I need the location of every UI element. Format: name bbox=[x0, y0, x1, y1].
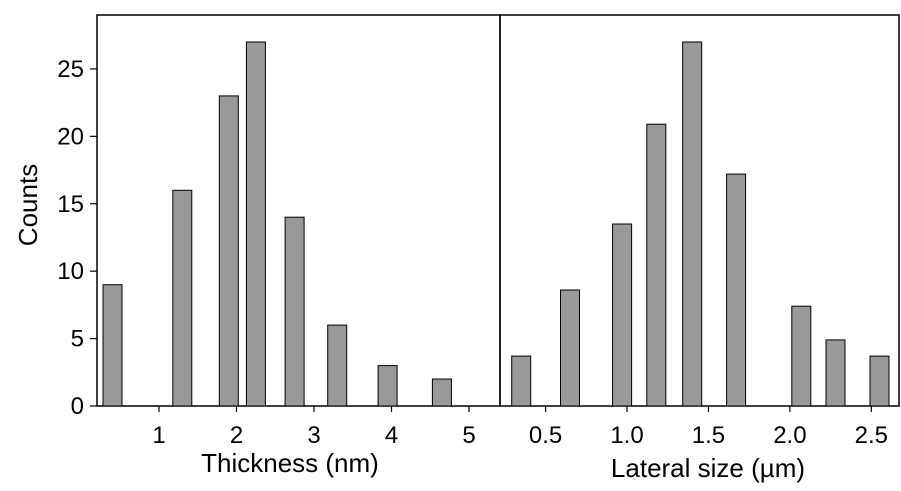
lateral-size-bars bbox=[511, 41, 890, 407]
lateral-size-bar bbox=[726, 173, 747, 407]
y-tick-label: 10 bbox=[57, 258, 84, 285]
thickness-bar bbox=[431, 378, 452, 407]
thickness-bar bbox=[172, 189, 193, 407]
y-tick-label: 25 bbox=[57, 56, 84, 83]
lateral-size-bar bbox=[511, 355, 532, 407]
thickness-x-axis: 1 2 3 4 5 bbox=[152, 406, 476, 449]
thickness-bar bbox=[218, 95, 239, 407]
y-tick-label: 20 bbox=[57, 123, 84, 150]
lateral-size-bar bbox=[646, 123, 667, 407]
thickness-x-tick-label: 1 bbox=[152, 422, 165, 449]
lateral-size-bar bbox=[869, 355, 890, 407]
thickness-bar bbox=[377, 365, 398, 407]
lateral-size-x-axis: 0.5 1.0 1.5 2.0 2.5 bbox=[529, 406, 888, 449]
y-tick-label: 5 bbox=[71, 326, 84, 353]
lateral-size-x-tick-label: 2.5 bbox=[855, 422, 888, 449]
thickness-x-tick-label: 5 bbox=[462, 422, 475, 449]
lateral-size-bar bbox=[682, 41, 703, 407]
thickness-axis-title: Thickness (nm) bbox=[201, 448, 379, 478]
y-axis-title: Counts bbox=[13, 164, 43, 246]
lateral-size-x-tick-label: 1.0 bbox=[610, 422, 643, 449]
lateral-size-x-tick-label: 1.5 bbox=[692, 422, 725, 449]
left-y-axis: 0 5 10 15 20 25 bbox=[57, 56, 97, 420]
y-tick-label: 15 bbox=[57, 191, 84, 218]
thickness-bar bbox=[245, 41, 266, 407]
thickness-bar bbox=[327, 324, 348, 407]
lateral-size-x-tick-label: 0.5 bbox=[529, 422, 562, 449]
thickness-x-tick-label: 3 bbox=[307, 422, 320, 449]
lateral-size-bar bbox=[612, 223, 633, 407]
thickness-x-tick-label: 4 bbox=[385, 422, 398, 449]
lateral-size-bar bbox=[560, 289, 580, 407]
lateral-size-bar bbox=[825, 339, 846, 407]
thickness-x-tick-label: 2 bbox=[230, 422, 243, 449]
thickness-bars bbox=[102, 41, 452, 407]
thickness-bar bbox=[284, 216, 305, 407]
lateral-size-bar bbox=[791, 305, 812, 407]
lateral-size-x-tick-label: 2.0 bbox=[773, 422, 806, 449]
thickness-bar bbox=[102, 284, 123, 407]
y-tick-label: 0 bbox=[71, 393, 84, 420]
lateral-size-axis-title: Lateral size (µm) bbox=[611, 453, 805, 483]
